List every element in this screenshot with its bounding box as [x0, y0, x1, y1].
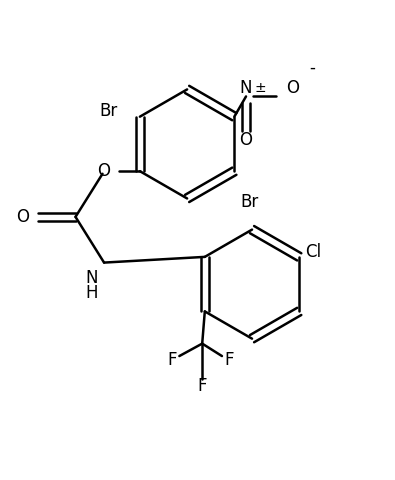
Text: O: O: [239, 131, 252, 149]
Text: O: O: [286, 79, 299, 96]
Text: N: N: [240, 79, 252, 96]
Text: -: -: [309, 59, 315, 77]
Text: F: F: [198, 377, 207, 395]
Text: Br: Br: [100, 103, 118, 120]
Text: O: O: [97, 162, 110, 180]
Text: Cl: Cl: [305, 243, 322, 261]
Text: F: F: [224, 351, 234, 369]
Text: O: O: [16, 208, 29, 226]
Text: Br: Br: [241, 193, 259, 211]
Text: F: F: [167, 351, 177, 369]
Text: H: H: [85, 284, 98, 302]
Text: N: N: [85, 269, 98, 287]
Text: ±: ±: [254, 81, 266, 95]
